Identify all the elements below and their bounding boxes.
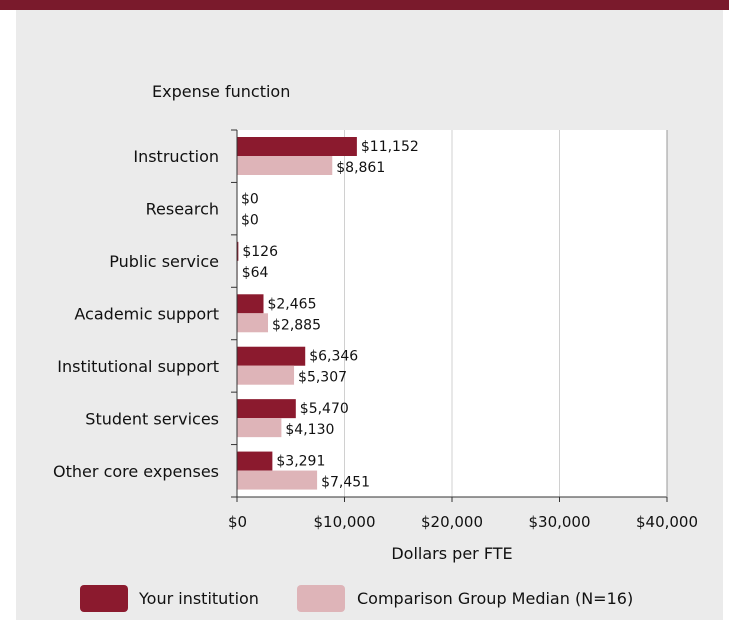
legend-swatch-your-institution (80, 585, 128, 612)
data-label: $2,885 (272, 317, 321, 333)
data-label: $11,152 (361, 139, 419, 155)
legend: Your institution Comparison Group Median … (80, 585, 633, 612)
data-label: $5,307 (298, 370, 347, 386)
bar-your-institution (237, 137, 357, 156)
bar-your-institution (237, 346, 306, 366)
category-label: Other core expenses (53, 462, 219, 481)
legend-label: Your institution (138, 589, 259, 608)
category-label: Academic support (74, 305, 219, 324)
axes (231, 129, 668, 502)
bar-comparison-median (237, 156, 333, 175)
x-tick-label: $0 (228, 513, 247, 531)
data-label: $2,465 (267, 296, 316, 312)
data-label: $8,861 (336, 160, 385, 176)
category-label: Institutional support (57, 357, 219, 376)
data-label: $7,451 (321, 475, 370, 491)
bars: $11,152 $8,861 $0 $0 $126 $64 $2,465 $2,885 $6,3… (237, 137, 419, 491)
category-labels: Instruction Research Public service Academi… (53, 147, 219, 481)
data-label: $0 (241, 212, 259, 228)
category-label: Public service (109, 252, 219, 271)
category-label: Instruction (133, 147, 219, 166)
data-label: $3,291 (276, 454, 325, 470)
category-label: Research (146, 200, 219, 219)
x-tick-label: $20,000 (421, 513, 483, 531)
legend-swatch-comparison-median (297, 585, 345, 612)
data-label: $6,346 (309, 349, 358, 365)
bar-comparison-median (237, 365, 295, 385)
data-label: $64 (242, 265, 269, 281)
x-tick-label: $30,000 (528, 513, 590, 531)
data-label: $126 (242, 244, 278, 260)
bar-your-institution (237, 399, 296, 419)
bar-your-institution (237, 241, 239, 261)
legend-label: Comparison Group Median (N=16) (357, 589, 633, 608)
data-label: $0 (241, 191, 259, 207)
bar-your-institution (237, 294, 264, 314)
header-bar (0, 0, 729, 10)
x-tick-label: $10,000 (313, 513, 375, 531)
data-label: $5,470 (300, 401, 349, 417)
x-tick-labels: $0 $10,000 $20,000 $30,000 $40,000 (228, 513, 698, 531)
x-tick-label: $40,000 (636, 513, 698, 531)
bar-your-institution (237, 451, 273, 471)
bar-comparison-median (237, 418, 282, 438)
bar-comparison-median (237, 313, 269, 333)
category-axis-title: Expense function (152, 82, 290, 101)
category-label: Student services (85, 409, 219, 428)
bar-comparison-median (237, 470, 318, 490)
data-label: $4,130 (285, 422, 334, 438)
x-axis-title: Dollars per FTE (391, 544, 512, 563)
